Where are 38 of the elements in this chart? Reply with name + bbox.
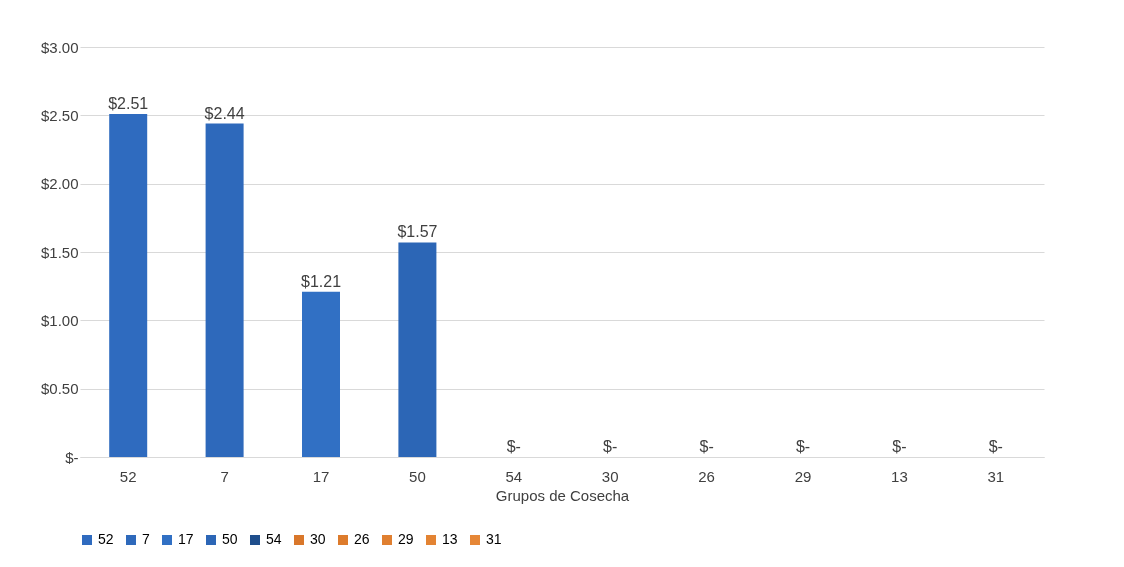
text: $- xyxy=(795,438,811,455)
y-tick-label: $3.00 xyxy=(40,38,79,56)
y-tick-label: $2.00 xyxy=(40,175,79,193)
legend-label: 29 xyxy=(398,531,414,547)
text: $- xyxy=(892,438,907,455)
text: $1.57 xyxy=(397,223,438,241)
y-tick-label: $- xyxy=(65,448,79,466)
x-tick-label: 31 xyxy=(987,467,1005,485)
legend-label: 7 xyxy=(142,531,150,547)
y-tick-label: $0.50 xyxy=(40,380,79,398)
legend-label: 26 xyxy=(354,531,370,547)
legend-label: 17 xyxy=(178,531,194,547)
x-tick-label: 7 xyxy=(220,467,229,485)
text: $1.21 xyxy=(300,272,342,290)
text: $- xyxy=(603,438,618,455)
x-tick-label: 50 xyxy=(409,467,426,485)
legend-label: 52 xyxy=(98,531,114,547)
legend-label: 31 xyxy=(486,531,502,547)
text: $2.51 xyxy=(108,94,149,112)
x-tick-label: 26 xyxy=(698,467,715,485)
text: $- xyxy=(506,438,521,455)
legend-label: 54 xyxy=(266,531,282,547)
legend-label: 13 xyxy=(442,531,458,547)
x-axis-title: Grupos de Cosecha xyxy=(495,486,630,504)
x-tick-label: 29 xyxy=(794,467,812,485)
x-tick-label: 17 xyxy=(312,467,330,485)
y-tick-label: $1.50 xyxy=(40,243,79,261)
x-tick-label: 52 xyxy=(119,467,137,485)
y-tick-label: $1.00 xyxy=(40,311,79,329)
text: $- xyxy=(699,438,714,455)
legend-label: 30 xyxy=(310,531,326,547)
x-tick-label: 54 xyxy=(505,467,523,485)
legend-label: 50 xyxy=(222,531,238,547)
y-tick-label: $2.50 xyxy=(40,106,79,124)
text: $2.44 xyxy=(204,104,245,122)
x-tick-label: 30 xyxy=(601,467,619,485)
text: $- xyxy=(988,438,1003,455)
x-tick-label: 13 xyxy=(891,467,908,485)
